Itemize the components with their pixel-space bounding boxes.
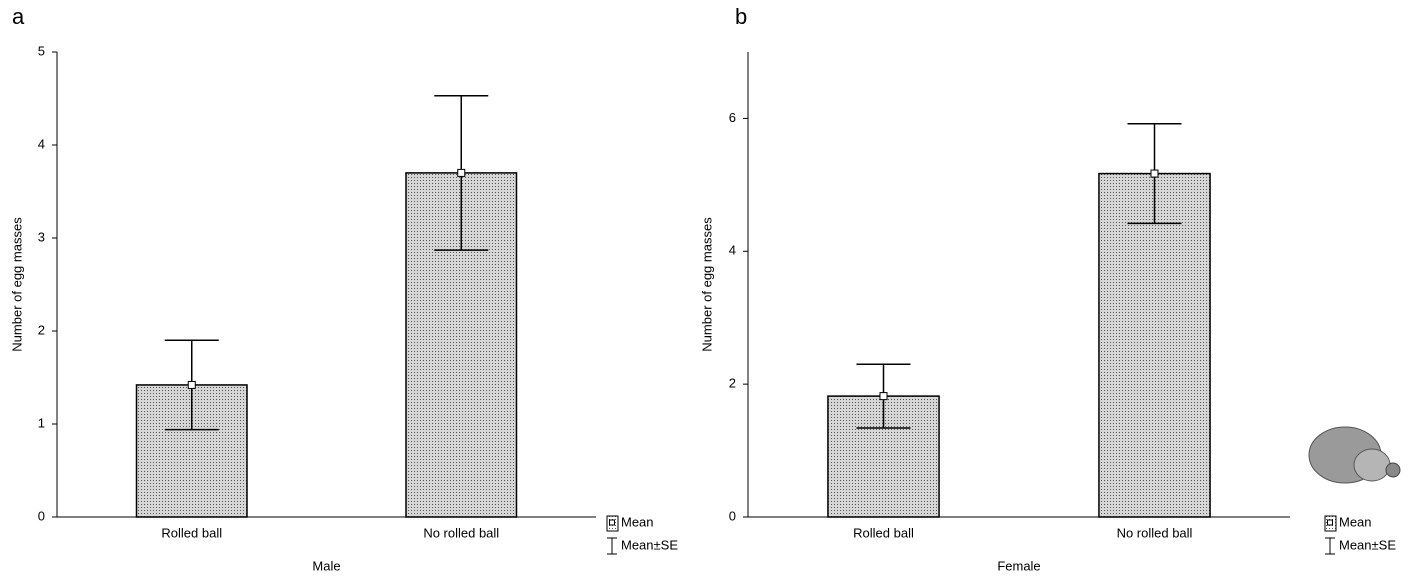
- y-tick-label: 5: [38, 43, 45, 58]
- y-tick-label: 2: [729, 376, 736, 391]
- y-tick-label: 0: [729, 508, 736, 523]
- bar-texture: [1099, 174, 1210, 517]
- y-tick-label: 3: [38, 229, 45, 244]
- x-tick-label: Rolled ball: [853, 525, 914, 540]
- legend: Mean Mean±SE: [607, 514, 678, 554]
- beetle-illustration: [1309, 427, 1400, 483]
- mean-marker: [188, 381, 195, 388]
- legend-label: Mean: [621, 514, 654, 529]
- x-axis-label: Female: [997, 558, 1040, 573]
- y-axis-label: Number of egg masses: [9, 217, 24, 352]
- x-tick-label: Rolled ball: [161, 525, 222, 540]
- y-tick-label: 0: [38, 508, 45, 523]
- legend-label: Mean: [1339, 514, 1372, 529]
- y-tick-label: 1: [38, 415, 45, 430]
- panel-label: b: [735, 4, 747, 29]
- y-tick-label: 2: [38, 322, 45, 337]
- x-tick-label: No rolled ball: [1117, 525, 1193, 540]
- mean-marker: [880, 393, 887, 400]
- y-tick-label: 4: [729, 243, 736, 258]
- legend: Mean Mean±SE: [1325, 514, 1396, 554]
- y-axis-label: Number of egg masses: [699, 217, 714, 352]
- mean-marker: [1151, 170, 1158, 177]
- chart: a Number of egg masses Male 0 1 2 3 4 5 Rolled ba…: [0, 0, 1425, 578]
- legend-mean-icon: [610, 520, 615, 525]
- y-tick-label: 6: [729, 110, 736, 125]
- mean-marker: [458, 169, 465, 176]
- y-tick-label: 4: [38, 136, 45, 151]
- legend-mean-icon: [1328, 520, 1333, 525]
- x-axis-label: Male: [312, 558, 340, 573]
- legend-label: Mean±SE: [621, 537, 678, 552]
- legend-label: Mean±SE: [1339, 537, 1396, 552]
- x-tick-label: No rolled ball: [423, 525, 499, 540]
- panel-label: a: [12, 4, 25, 29]
